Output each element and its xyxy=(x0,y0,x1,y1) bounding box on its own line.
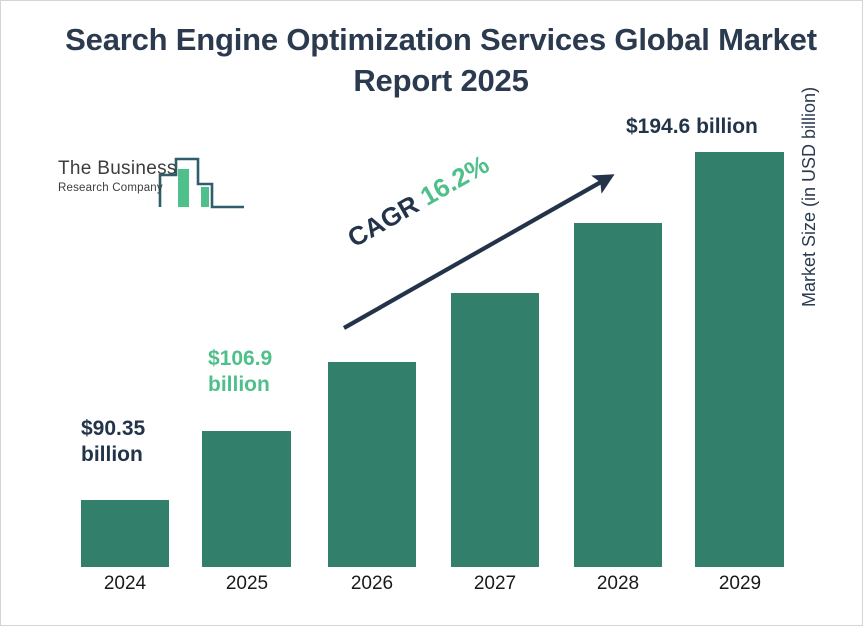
x-tick-2027: 2027 xyxy=(473,573,517,594)
bar-2027 xyxy=(451,293,539,567)
logo-line2: Research Company xyxy=(58,182,163,194)
y-axis-title: Market Size (in USD billion) xyxy=(799,86,819,307)
x-tick-2024: 2024 xyxy=(103,573,147,594)
x-tick-2029: 2029 xyxy=(718,573,762,594)
data-label-2024-line2: billion xyxy=(81,442,143,466)
bar-2025 xyxy=(202,431,291,567)
x-tick-2028: 2028 xyxy=(596,573,640,594)
data-label-2024: $90.35 billion xyxy=(81,416,201,467)
logo-line1: The Business xyxy=(58,158,177,179)
x-tick-2025: 2025 xyxy=(225,573,269,594)
bar-2028 xyxy=(574,223,662,567)
data-label-2029: $194.6 billion xyxy=(626,115,758,138)
x-tick-2026: 2026 xyxy=(350,573,394,594)
data-label-2025-line2: billion xyxy=(208,372,270,396)
logo-text: The Business Research Company xyxy=(58,159,177,195)
company-logo: The Business Research Company xyxy=(58,151,244,213)
data-label-2025: $106.9 billion xyxy=(208,346,328,397)
bar-2026 xyxy=(328,362,416,567)
bar-2024 xyxy=(81,500,169,567)
page-title: Search Engine Optimization Services Glob… xyxy=(65,22,817,99)
data-label-2024-line1: $90.35 xyxy=(81,417,146,440)
bar-2029 xyxy=(695,152,784,567)
bar-chart-outline-logo-mark xyxy=(158,157,244,209)
data-label-2025-line1: $106.9 xyxy=(208,347,273,370)
